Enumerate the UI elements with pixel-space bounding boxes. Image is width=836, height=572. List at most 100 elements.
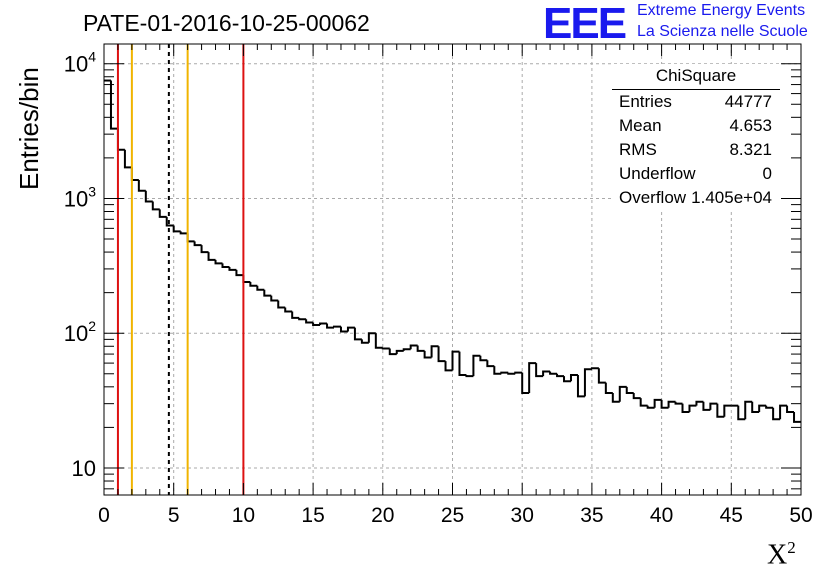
histogram-bin	[486, 360, 495, 368]
histogram-bin	[772, 407, 781, 421]
histogram-bin	[737, 405, 746, 421]
stats-label: Mean	[619, 116, 662, 135]
histogram-bin	[263, 289, 272, 297]
axis-ticks	[103, 44, 802, 495]
stats-value: 44777	[724, 92, 772, 111]
histogram-bin	[674, 401, 683, 405]
histogram-bin	[186, 233, 195, 243]
histogram-bin	[116, 128, 125, 151]
reference-lines	[116, 44, 245, 495]
stats-label: Overflow	[619, 188, 687, 207]
x-tick-label: 0	[98, 504, 110, 527]
histogram-bin	[179, 231, 188, 235]
stats-label: RMS	[619, 140, 657, 159]
histogram-bin	[207, 252, 216, 261]
histogram-bin	[569, 373, 578, 382]
stats-title: ChiSquare	[655, 66, 737, 85]
x-tick-labels: 0 5 10 15 20 25 30 35 40 45 50	[98, 504, 813, 527]
histogram-bin	[667, 400, 676, 408]
histogram-bin	[284, 307, 293, 313]
x-tick-label: 40	[650, 504, 673, 527]
histogram-bin	[151, 201, 160, 211]
histogram-bin	[751, 401, 760, 414]
x-axis-label-base: X	[767, 539, 788, 571]
stats-divider	[612, 89, 780, 90]
histogram-bin	[604, 382, 613, 394]
stats-row-mean: Mean 4.653	[619, 116, 772, 140]
stats-label: Underflow	[619, 164, 696, 183]
histogram-bin	[528, 362, 537, 393]
histogram-bin	[549, 371, 558, 375]
histogram-bin	[235, 269, 244, 277]
histogram-bin	[702, 401, 711, 411]
logo-text-line1: Extreme Energy Events	[637, 2, 806, 19]
histogram-bin	[597, 368, 606, 384]
histogram-bin	[639, 398, 648, 407]
histogram-bin	[333, 325, 341, 328]
histogram-bin	[346, 326, 355, 332]
y-tick-labels: 10 102 103 104	[64, 49, 96, 481]
stats-box: ChiSquare Entries 44777 Mean 4.653 RMS 8…	[612, 64, 780, 210]
stats-row-entries: Entries 44777	[619, 92, 772, 116]
x-tick-label: 5	[168, 504, 180, 527]
stats-label: Entries	[619, 92, 672, 111]
histogram-bin	[765, 405, 774, 409]
histogram-bin	[305, 319, 314, 324]
histogram-bin	[228, 266, 237, 271]
histogram-bin	[312, 322, 321, 327]
histogram-bin	[270, 295, 279, 302]
histogram-bin	[165, 216, 174, 227]
histogram-bin	[500, 371, 509, 374]
histogram-bin	[353, 327, 362, 341]
histogram-bin	[249, 281, 258, 287]
histogram-bin	[193, 241, 202, 247]
x-axis-label: X2	[767, 538, 796, 571]
histogram-bin	[709, 402, 718, 410]
histogram-bin	[618, 385, 627, 402]
histogram-bin	[660, 399, 669, 409]
histogram-bin	[109, 80, 118, 130]
histogram-bin	[556, 373, 565, 378]
histogram-bin	[688, 404, 697, 413]
histogram-bin	[681, 403, 690, 414]
stats-row-overflow: Overflow 1.405e+04	[619, 188, 772, 212]
histogram-bin	[458, 351, 467, 376]
histogram-bin	[583, 368, 592, 397]
stats-value: 8.321	[729, 140, 772, 159]
histogram-bin	[242, 275, 251, 283]
histogram-bin	[758, 404, 767, 413]
histogram-bin	[319, 322, 328, 326]
histogram-bin	[590, 367, 599, 370]
histogram-bin	[493, 366, 502, 375]
histogram-bin	[437, 346, 446, 363]
histogram-bin	[200, 245, 209, 254]
histogram-bin	[444, 361, 453, 372]
histogram-bin	[298, 317, 307, 321]
histogram-bin	[423, 350, 432, 359]
x-tick-label: 35	[580, 504, 603, 527]
x-tick-label: 45	[720, 504, 743, 527]
histogram-bin	[130, 167, 139, 182]
x-tick-label: 50	[789, 504, 812, 527]
histogram-bin	[172, 225, 181, 233]
stats-value: 1.405e+04	[691, 188, 772, 207]
histogram-bin	[535, 363, 544, 378]
histogram-bin	[625, 386, 634, 394]
chart-title: PATE-01-2016-10-25-00062	[83, 10, 370, 36]
histogram-bin	[653, 398, 662, 408]
histogram-bin	[632, 392, 641, 400]
y-tick-label: 10	[72, 456, 96, 481]
histogram-bin	[646, 405, 655, 409]
eee-logo: EEE	[543, 0, 627, 48]
histogram-bin	[277, 300, 286, 309]
histogram-bin	[521, 372, 530, 394]
stats-value: 4.653	[729, 116, 772, 135]
histogram-bin	[465, 374, 474, 378]
histogram-bin	[256, 285, 265, 291]
histogram-bin	[479, 355, 488, 362]
histogram-bin	[542, 370, 551, 377]
x-tick-label: 20	[371, 504, 394, 527]
histogram-bin	[576, 374, 585, 398]
histogram-bin	[472, 354, 481, 377]
